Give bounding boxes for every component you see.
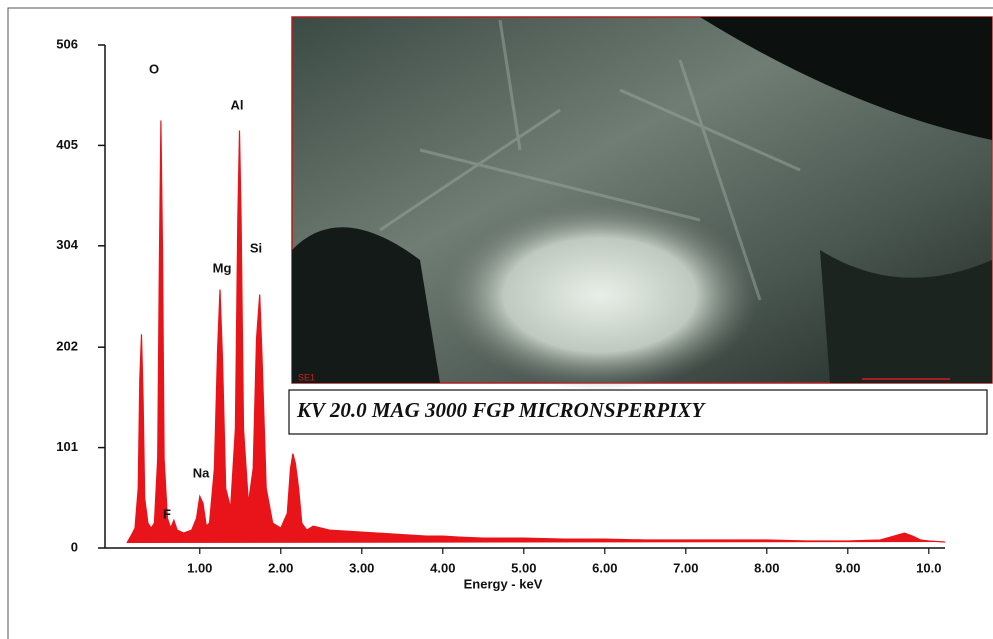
image-fiber: [379, 19, 801, 301]
caption: KV 20.0 MAG 3000 FGP MICRONSPERPIXY: [296, 398, 706, 422]
x-tick-label: 6.00: [592, 560, 617, 575]
x-tick-label: 9.00: [835, 560, 860, 575]
x-axis-label: Energy - keV: [464, 576, 543, 591]
x-tick-label: 8.00: [754, 560, 779, 575]
image-shadow: [292, 227, 440, 383]
image-shadow: [700, 17, 992, 140]
y-tick-label: 202: [56, 339, 78, 354]
x-tick-label: 7.00: [673, 560, 698, 575]
sem-image: SE1: [291, 16, 993, 390]
peak-label: O: [149, 61, 159, 76]
y-tick-label: 405: [56, 137, 78, 152]
x-tick-label: 1.00: [187, 560, 212, 575]
peak-label: Al: [231, 97, 244, 112]
peak-label: Mg: [213, 260, 232, 275]
image-label: SE1: [298, 372, 315, 382]
x-tick-label: 5.00: [511, 560, 536, 575]
peak-label: F: [163, 506, 171, 521]
x-tick-label: 10.0: [916, 560, 941, 575]
x-tick-label: 2.00: [268, 560, 293, 575]
frame: [7, 7, 993, 639]
image-highlight: [440, 200, 760, 390]
y-tick-label: 101: [56, 439, 78, 454]
image-shadow: [820, 250, 992, 383]
y-tick-label: 506: [56, 36, 78, 51]
peak-label: Na: [193, 465, 210, 480]
y-tick-label: 304: [56, 237, 78, 252]
x-tick-label: 4.00: [430, 560, 455, 575]
x-tick-label: 3.00: [349, 560, 374, 575]
peak-label: Si: [250, 240, 262, 255]
caption-box: [288, 389, 988, 435]
spectrum: [126, 120, 946, 544]
y-tick-label: 0: [71, 539, 78, 554]
